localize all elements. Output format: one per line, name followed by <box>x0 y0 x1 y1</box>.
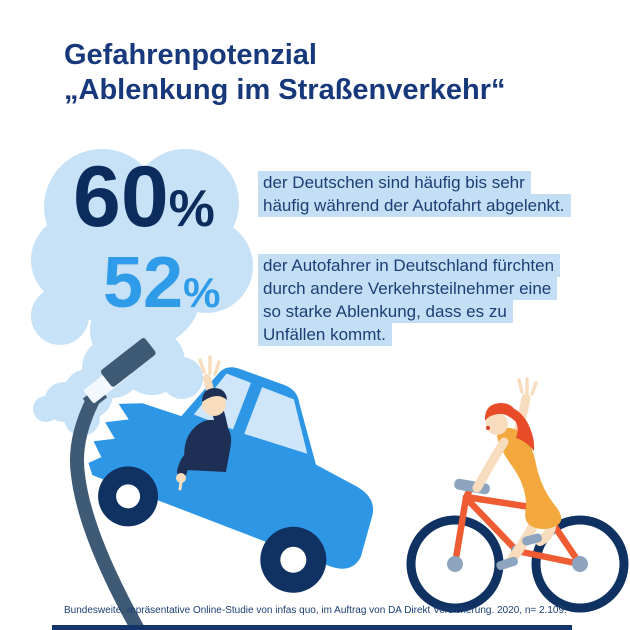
stat-52-description: der Autofahrer in Deutschland fürchten d… <box>258 254 610 346</box>
title-line-1: Gefahrenpotenzial <box>64 39 317 71</box>
lips <box>486 426 490 430</box>
footer-accent-bar <box>52 625 572 630</box>
cyclist-woman <box>472 377 562 571</box>
car-rear-window <box>244 387 308 454</box>
crashed-car-illustration <box>88 367 374 593</box>
source-footnote: Bundesweite, repräsentative Online-Studi… <box>64 605 567 616</box>
stat-60-unit: % <box>168 180 215 238</box>
description-line: durch andere Verkehrsteilnehmer eine <box>258 277 558 300</box>
stat-60-description: der Deutschen sind häufig bis sehr häufi… <box>258 171 610 217</box>
page-title: Gefahrenpotenzial „Ablenkung im Straßenve… <box>64 38 506 108</box>
stat-52-unit: % <box>183 269 221 316</box>
dress <box>497 427 562 529</box>
hair-tail <box>511 407 535 451</box>
description-line: der Autofahrer in Deutschland fürchten <box>258 254 561 277</box>
car-wheel-front <box>98 466 159 527</box>
hair <box>484 403 517 421</box>
description-line: so starke Ablenkung, dass es zu <box>258 300 513 323</box>
stat-60-percent: 60% <box>73 154 215 240</box>
stat-60-value: 60 <box>73 149 169 245</box>
cyclist-illustration <box>406 377 629 613</box>
front-hub <box>447 556 463 572</box>
stat-52-percent: 52% <box>103 247 220 319</box>
title-line-2: „Ablenkung im Straßenverkehr“ <box>64 74 506 106</box>
description-line: häufig während der Autofahrt abgelenkt. <box>258 194 571 217</box>
bike-wheel-rear <box>531 515 629 613</box>
description-line: der Deutschen sind häufig bis sehr <box>258 171 531 194</box>
stat-52-value: 52 <box>103 243 184 323</box>
rear-hub <box>572 556 588 572</box>
lamp-post <box>69 338 156 630</box>
description-line: Unfällen kommt. <box>258 323 392 346</box>
head <box>486 413 508 435</box>
car-body <box>88 367 374 569</box>
driver-waving <box>176 355 232 491</box>
thought-bubble-smoke <box>31 149 253 436</box>
car-wheel-rear <box>260 526 327 593</box>
